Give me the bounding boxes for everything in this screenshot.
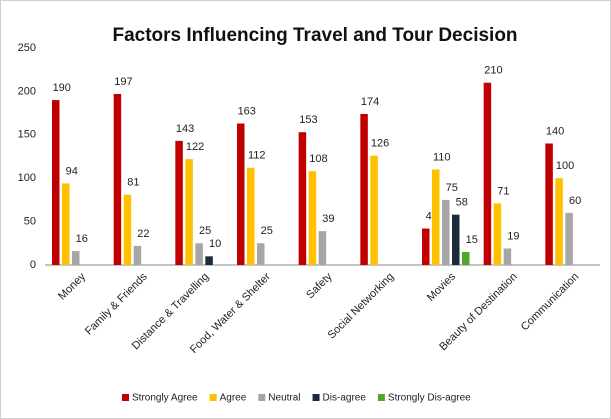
value-label: 140 — [546, 125, 564, 137]
value-label: 19 — [507, 230, 519, 242]
value-label: 112 — [248, 150, 266, 162]
value-label: 39 — [322, 213, 334, 225]
bar — [545, 143, 553, 265]
bar — [298, 132, 307, 265]
value-label: 190 — [53, 82, 71, 94]
legend-label: Dis-agree — [323, 393, 367, 404]
value-label: 143 — [176, 123, 194, 135]
bar — [237, 123, 245, 266]
bar — [62, 183, 70, 265]
legend-label: Strongly Dis-agree — [388, 393, 471, 404]
value-label: 60 — [569, 195, 581, 207]
value-label: 110 — [433, 151, 451, 163]
value-label: 10 — [209, 238, 221, 250]
legend-swatch — [258, 394, 266, 401]
value-label: 71 — [497, 185, 509, 197]
value-label: 163 — [238, 105, 256, 117]
value-label: 174 — [361, 96, 379, 108]
bar — [462, 251, 470, 265]
bar — [565, 212, 573, 265]
value-label: 25 — [199, 225, 211, 237]
legend-swatch — [377, 394, 385, 401]
bar — [452, 214, 460, 265]
value-label: 122 — [186, 141, 204, 153]
bar — [370, 155, 378, 265]
legend-swatch — [312, 394, 320, 401]
value-label: 25 — [261, 225, 273, 237]
bar — [133, 245, 142, 265]
bar — [555, 178, 563, 265]
bar — [205, 256, 213, 265]
y-tick-label: 50 — [24, 216, 36, 228]
y-tick-label: 150 — [18, 129, 36, 141]
bar — [483, 82, 492, 265]
value-label: 100 — [556, 160, 574, 172]
value-label: 22 — [137, 228, 149, 240]
bar — [72, 251, 80, 265]
value-label: 153 — [299, 114, 317, 126]
bar — [123, 194, 132, 265]
bar — [113, 94, 122, 265]
value-label: 108 — [309, 153, 327, 165]
legend-label: Agree — [220, 393, 247, 404]
bar — [318, 231, 327, 265]
chart-title: Factors Influencing Travel and Tour Deci… — [112, 25, 517, 46]
bar — [52, 100, 60, 265]
bar — [432, 169, 440, 265]
value-label: 94 — [66, 165, 78, 177]
bar — [503, 248, 512, 265]
y-tick-label: 200 — [18, 85, 36, 97]
bar — [247, 167, 255, 265]
y-tick-label: 100 — [18, 172, 36, 184]
bar — [308, 171, 317, 265]
bar — [360, 113, 368, 265]
value-label: 210 — [484, 65, 502, 77]
bar — [257, 243, 265, 265]
value-label: 81 — [127, 177, 139, 189]
legend-label: Strongly Agree — [132, 393, 198, 404]
bar — [185, 159, 193, 265]
bar — [195, 243, 203, 265]
value-label: 16 — [76, 233, 88, 245]
bar — [442, 199, 450, 265]
bar — [422, 228, 430, 265]
value-label: 15 — [466, 234, 478, 246]
y-tick-label: 250 — [18, 42, 36, 54]
value-label: 126 — [371, 138, 389, 150]
value-label: 58 — [456, 197, 468, 209]
legend-label: Neutral — [268, 393, 300, 404]
legend-swatch — [209, 394, 217, 401]
value-label: 197 — [114, 76, 132, 88]
bar — [493, 203, 502, 265]
bar — [175, 140, 183, 265]
value-label: 75 — [446, 182, 458, 194]
y-tick-label: 0 — [30, 259, 36, 271]
legend-swatch — [122, 394, 129, 401]
